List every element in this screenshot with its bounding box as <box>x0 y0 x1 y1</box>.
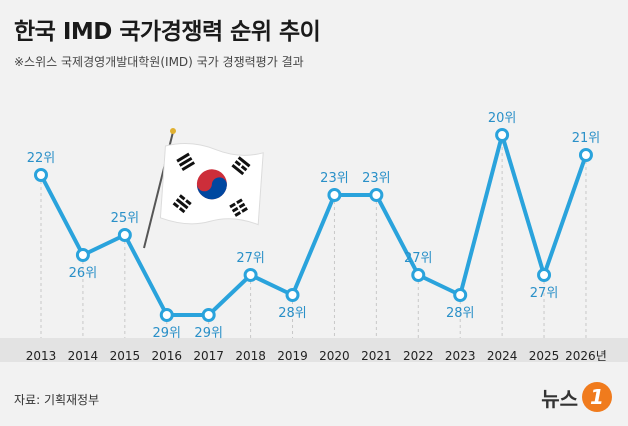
x-tick-label: 2015 <box>110 349 141 363</box>
x-tick-label: 2023 <box>445 349 476 363</box>
data-point <box>495 128 510 142</box>
logo-badge: 1 <box>582 382 612 412</box>
data-point <box>34 168 48 182</box>
news1-logo: 뉴스 1 <box>541 382 612 412</box>
data-label: 27위 <box>404 251 433 266</box>
data-label: 28위 <box>446 306 475 321</box>
data-label: 29위 <box>153 326 182 341</box>
data-point <box>578 148 593 162</box>
x-tick-label: 2014 <box>68 349 99 363</box>
data-point <box>285 288 300 302</box>
x-tick-label: 2021 <box>361 349 392 363</box>
chart-subtitle: ※스위스 국제경영개발대학원(IMD) 국가 경쟁력평가 결과 <box>14 55 304 69</box>
data-point <box>411 268 426 282</box>
data-label: 27위 <box>530 286 559 301</box>
data-point <box>243 268 258 282</box>
data-label: 23위 <box>362 171 391 186</box>
data-point <box>537 268 552 282</box>
korean-flag-icon <box>159 143 264 226</box>
x-tick-label: 2022 <box>403 349 434 363</box>
x-tick-label: 2025 <box>529 349 560 363</box>
data-point <box>327 188 342 202</box>
x-tick-label: 2026년 <box>565 349 607 363</box>
x-tick-label: 2018 <box>235 349 266 363</box>
line-chart: 22위 26위 25위 29위 29위 27위 28위 23위 23위 27위 28위 20위 27위 2… <box>26 111 607 363</box>
x-tick-label: 2013 <box>26 349 57 363</box>
x-tick-label: 2019 <box>277 349 308 363</box>
series-line <box>39 133 588 317</box>
data-label: 23위 <box>320 171 349 186</box>
data-label: 29위 <box>194 326 223 341</box>
data-point <box>117 228 132 242</box>
x-tick-label: 2024 <box>487 349 518 363</box>
data-point <box>75 248 90 262</box>
data-label: 22위 <box>27 151 56 166</box>
x-axis-band <box>0 338 628 362</box>
data-label: 28위 <box>278 306 307 321</box>
data-label: 26위 <box>69 266 98 281</box>
data-point <box>201 308 216 322</box>
flag-pole-finial <box>170 128 176 134</box>
x-tick-label: 2020 <box>319 349 350 363</box>
data-label: 25위 <box>111 211 140 226</box>
data-label: 21위 <box>572 131 601 146</box>
logo-text: 뉴스 <box>541 386 578 411</box>
data-label: 20위 <box>488 111 517 126</box>
data-point <box>369 188 384 202</box>
data-point <box>159 308 174 322</box>
source-note: 자료: 기획재정부 <box>14 393 100 407</box>
page-title: 한국 IMD 국가경쟁력 순위 추이 <box>14 19 321 45</box>
data-label: 27위 <box>236 251 265 266</box>
x-tick-label: 2017 <box>193 349 224 363</box>
data-point <box>453 288 468 302</box>
x-tick-label: 2016 <box>151 349 182 363</box>
